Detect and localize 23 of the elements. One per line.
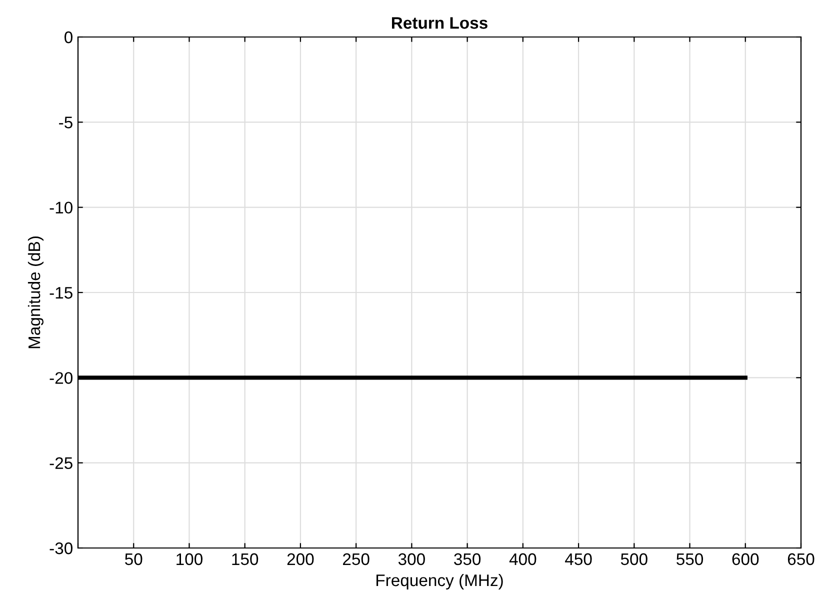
- y-tick-label: -20: [50, 372, 72, 384]
- y-tick-label: -30: [50, 542, 72, 554]
- y-axis-title: Magnitude (dB): [28, 236, 44, 348]
- y-tick-label: -25: [50, 457, 72, 470]
- y-tick-label: -5: [59, 116, 72, 128]
- y-tick-label: -15: [50, 287, 72, 299]
- x-tick-label: 400: [509, 553, 536, 566]
- x-tick-label: 100: [176, 553, 202, 566]
- x-tick-label: 250: [343, 553, 370, 566]
- y-tick-label: 0: [64, 31, 72, 44]
- x-tick-label: 50: [125, 553, 142, 566]
- x-tick-label: 350: [454, 553, 481, 566]
- x-tick-label: 500: [620, 553, 648, 566]
- x-tick-label: 450: [565, 553, 592, 566]
- x-axis-title: Frequency (MHz): [376, 574, 503, 590]
- x-tick-label: 550: [676, 553, 704, 566]
- y-tick-label: -10: [50, 202, 72, 214]
- x-tick-label: 650: [788, 553, 814, 566]
- x-tick-label: 150: [232, 553, 258, 566]
- x-tick-label: 200: [287, 553, 314, 566]
- x-tick-label: 600: [732, 553, 759, 566]
- chart-title: Return Loss: [392, 17, 488, 29]
- x-tick-label: 300: [398, 553, 425, 566]
